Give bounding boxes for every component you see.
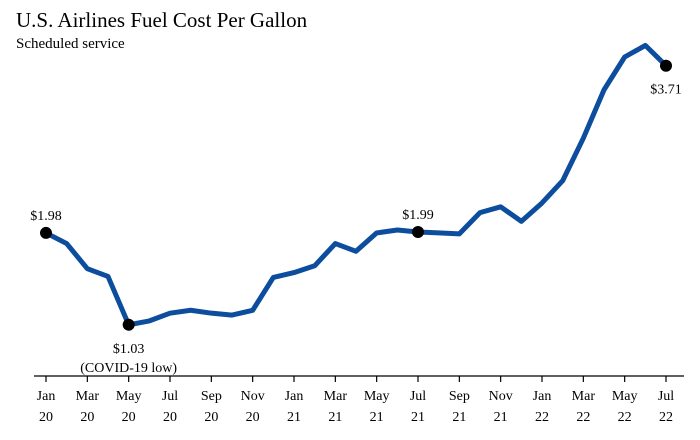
x-tick-label-month: Mar xyxy=(76,389,100,404)
x-tick-label-year: 21 xyxy=(287,410,301,425)
data-point xyxy=(623,55,627,59)
x-tick-label-year: 21 xyxy=(494,410,508,425)
data-point xyxy=(375,231,379,235)
data-point xyxy=(230,313,234,317)
annotation-marker xyxy=(660,59,672,72)
data-point xyxy=(457,232,461,236)
data-point xyxy=(354,249,358,253)
data-point xyxy=(333,242,337,246)
data-point xyxy=(189,308,193,312)
annotation-label: $1.03 xyxy=(113,342,145,357)
annotation-marker xyxy=(412,225,424,238)
data-point xyxy=(519,219,523,223)
x-tick-label-year: 22 xyxy=(659,410,673,425)
chart-subtitle: Scheduled service xyxy=(16,36,125,52)
annotation-sublabel: (COVID-19 low) xyxy=(80,361,177,376)
x-tick-label-year: 21 xyxy=(452,410,466,425)
annotation-marker xyxy=(40,226,52,239)
data-point xyxy=(209,311,213,315)
data-point xyxy=(313,264,317,268)
x-tick-label-year: 21 xyxy=(411,410,425,425)
annotation-label: $1.98 xyxy=(30,209,62,224)
x-tick-label-year: 20 xyxy=(39,410,53,425)
data-point xyxy=(561,179,565,183)
x-tick-label-month: May xyxy=(612,389,638,404)
x-tick-label-year: 21 xyxy=(328,410,342,425)
data-point xyxy=(581,136,585,140)
x-tick-label-month: Sep xyxy=(201,389,222,404)
data-point xyxy=(271,275,275,279)
series-line-fuel-cost xyxy=(43,42,669,328)
annotation-label: $3.71 xyxy=(650,83,682,98)
chart-title: U.S. Airlines Fuel Cost Per Gallon xyxy=(16,8,308,32)
x-tick-label-month: Nov xyxy=(241,389,265,404)
data-point xyxy=(437,231,441,235)
x-tick-label-month: Jul xyxy=(658,389,674,404)
x-tick-label-year: 22 xyxy=(576,410,590,425)
x-tick-label-year: 20 xyxy=(246,410,260,425)
data-point xyxy=(168,311,172,315)
x-tick-label-year: 21 xyxy=(370,410,384,425)
data-point xyxy=(395,228,399,232)
x-tick-label-month: Jan xyxy=(37,389,56,404)
x-tick-label-month: Jan xyxy=(533,389,552,404)
data-point xyxy=(292,271,296,275)
data-point xyxy=(251,308,255,312)
x-tick-label-month: May xyxy=(116,389,142,404)
annotation-label: $1.99 xyxy=(402,208,434,223)
x-tick-label-month: Mar xyxy=(572,389,596,404)
annotation-marker xyxy=(122,318,135,331)
x-tick-label-year: 20 xyxy=(122,410,136,425)
data-point xyxy=(65,242,69,246)
data-point xyxy=(147,319,151,323)
x-tick-label-month: Jul xyxy=(162,389,178,404)
data-point xyxy=(602,88,606,92)
x-tick-label-month: Nov xyxy=(489,389,513,404)
data-point xyxy=(85,267,89,271)
x-tick-label-year: 20 xyxy=(204,410,218,425)
x-tick-label-month: Jan xyxy=(285,389,304,404)
x-tick-label-year: 20 xyxy=(163,410,177,425)
data-point xyxy=(540,201,544,205)
x-tick-label-month: Sep xyxy=(449,389,470,404)
x-tick-label-year: 22 xyxy=(618,410,632,425)
x-tick-label-month: Mar xyxy=(324,389,348,404)
data-point xyxy=(643,43,647,47)
data-point xyxy=(106,274,110,278)
data-point xyxy=(499,205,503,209)
x-tick-label-month: May xyxy=(364,389,390,404)
x-tick-label-year: 20 xyxy=(80,410,94,425)
x-tick-label-month: Jul xyxy=(410,389,426,404)
x-tick-label-year: 22 xyxy=(535,410,549,425)
data-point xyxy=(478,211,482,215)
